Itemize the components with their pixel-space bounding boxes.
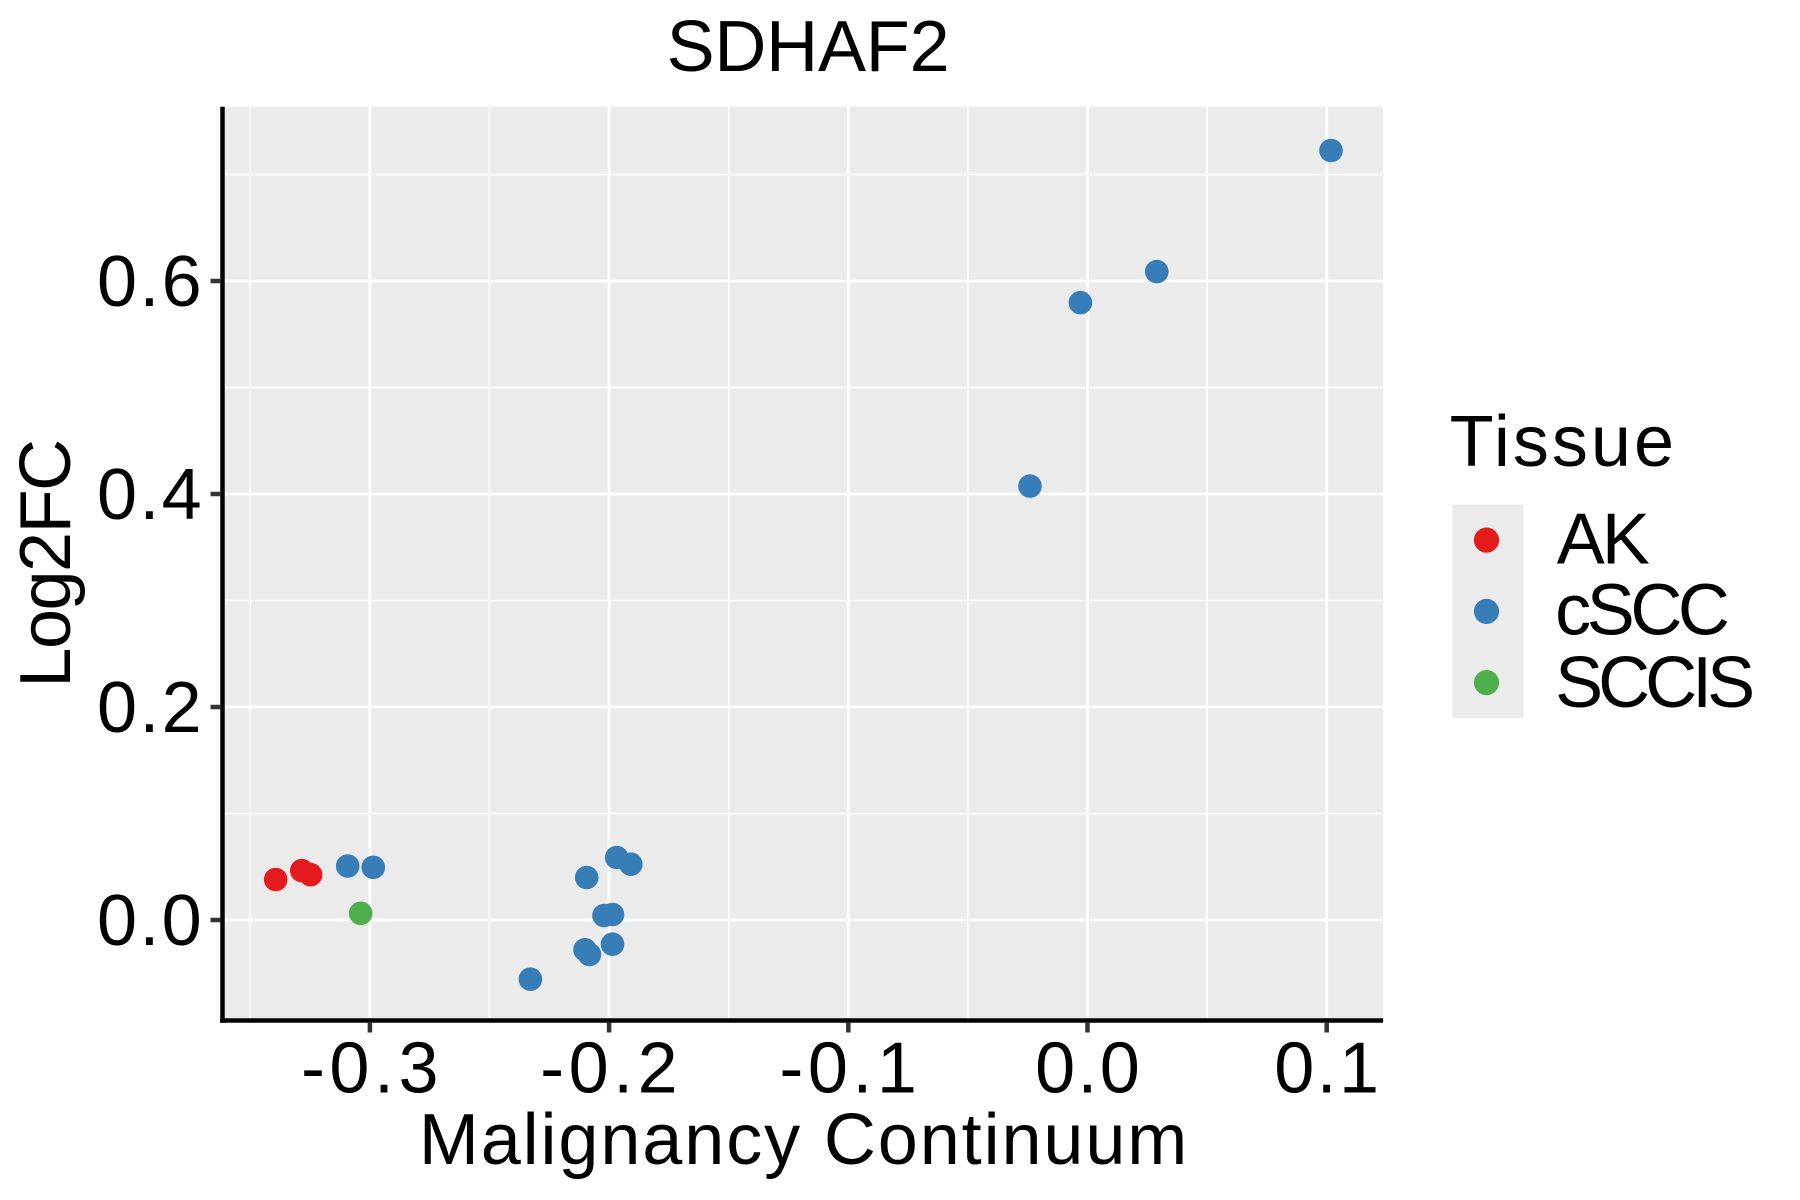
svg-text:SDHAF2: SDHAF2 [667, 7, 950, 87]
svg-text:Log2FC: Log2FC [6, 440, 86, 687]
svg-text:0.2: 0.2 [97, 668, 204, 748]
svg-text:Tissue: Tissue [1450, 402, 1677, 482]
svg-text:SCCIS: SCCIS [1555, 643, 1752, 723]
svg-text:0.1: 0.1 [1274, 1029, 1381, 1109]
svg-text:-0.3: -0.3 [301, 1029, 443, 1109]
svg-text:0.4: 0.4 [97, 455, 204, 535]
svg-text:AK: AK [1557, 500, 1650, 580]
svg-text:-0.2: -0.2 [540, 1029, 682, 1109]
svg-text:0.0: 0.0 [1035, 1029, 1142, 1109]
svg-text:0.0: 0.0 [97, 881, 204, 961]
svg-text:Malignancy Continuum: Malignancy Continuum [419, 1100, 1189, 1180]
svg-text:0.6: 0.6 [97, 242, 204, 322]
svg-text:cSCC: cSCC [1555, 571, 1728, 651]
svg-text:-0.1: -0.1 [779, 1029, 921, 1109]
